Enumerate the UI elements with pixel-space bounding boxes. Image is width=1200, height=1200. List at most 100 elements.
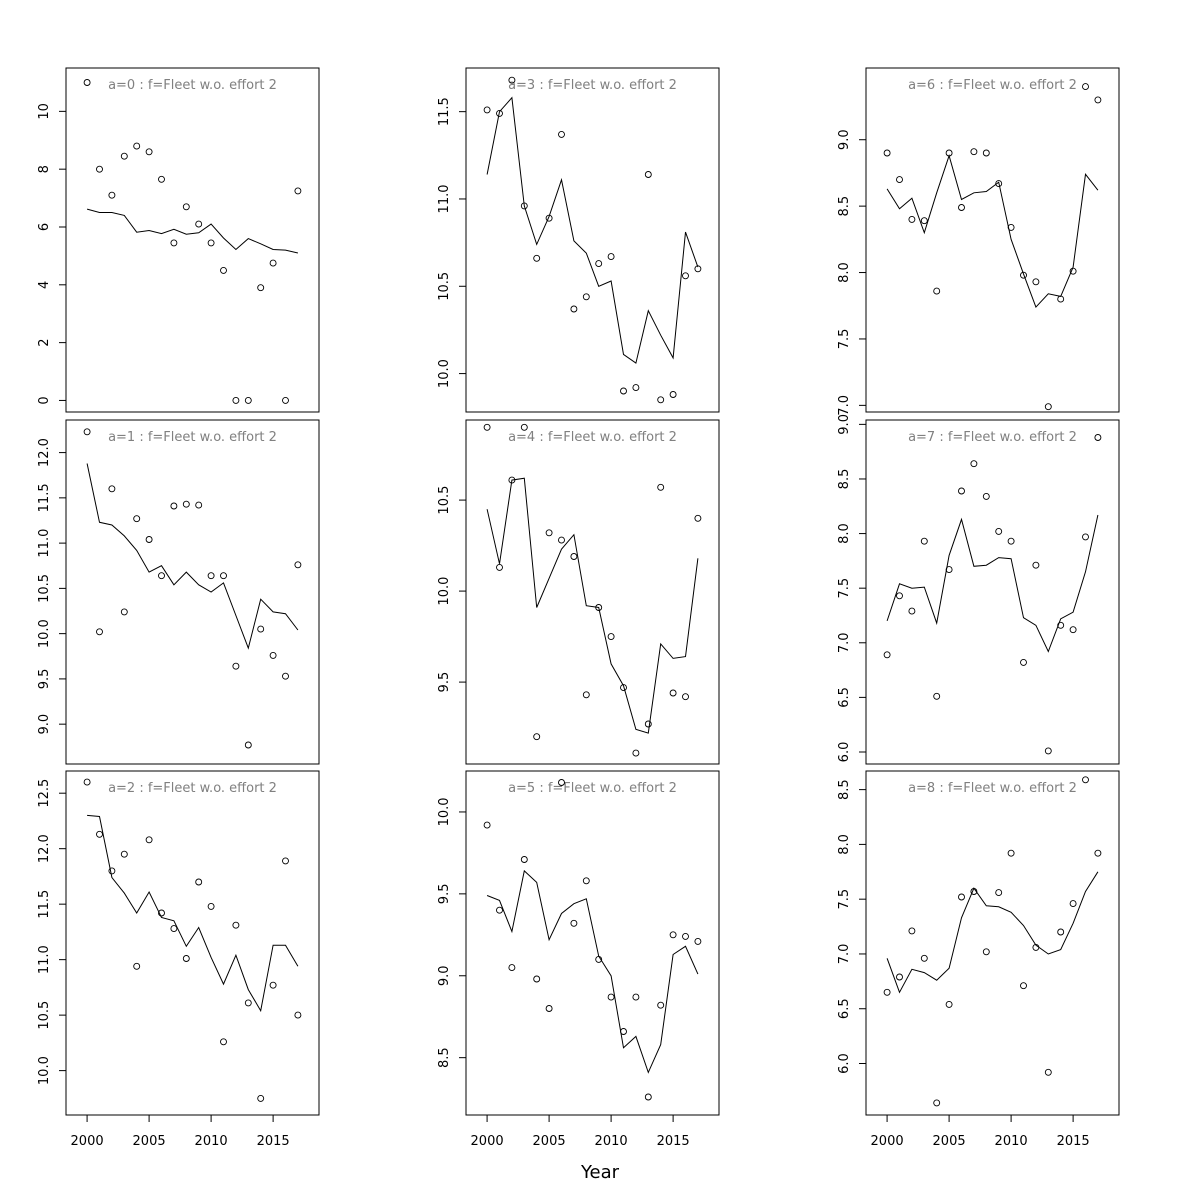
y-tick-label: 11.5 xyxy=(37,890,52,919)
data-point xyxy=(933,287,941,295)
panel-title: a=4 : f=Fleet w.o. effort 2 xyxy=(508,430,677,445)
data-point xyxy=(1057,295,1065,303)
data-point xyxy=(257,625,265,633)
data-point xyxy=(133,142,141,150)
data-point xyxy=(182,500,190,508)
data-point xyxy=(982,492,990,500)
data-point xyxy=(644,1093,652,1101)
panel-5: a=5 : f=Fleet w.o. effort 2 8.5 9.0 9.5 10.0… xyxy=(437,770,720,1149)
data-point xyxy=(483,821,491,829)
plot-frame xyxy=(65,770,320,1116)
fitted-line xyxy=(486,96,699,364)
data-point xyxy=(108,191,116,199)
fitted-line xyxy=(86,463,299,650)
data-point xyxy=(244,396,252,404)
panel-grid: a=0 : f=Fleet w.o. effort 2 0 2 4 6 8 10 a=1 : … xyxy=(37,67,1120,1149)
y-tick-label: 6.5 xyxy=(837,998,852,1019)
data-point xyxy=(83,79,91,86)
y-tick-label: 7.5 xyxy=(837,329,852,350)
data-point xyxy=(545,529,553,537)
y-tick-label: 9.0 xyxy=(837,129,852,150)
x-tick-label: 2010 xyxy=(995,1134,1028,1149)
data-point xyxy=(582,691,590,699)
data-point xyxy=(1007,537,1015,545)
data-point xyxy=(158,909,165,917)
y-tick-label: 8.0 xyxy=(837,523,852,544)
data-point xyxy=(220,266,227,274)
x-tick-label: 2015 xyxy=(1057,1134,1090,1149)
data-point xyxy=(1082,776,1089,784)
data-point xyxy=(1020,982,1027,990)
data-point xyxy=(508,76,516,84)
y-tick-label: 8.5 xyxy=(437,1047,452,1068)
x-tick-label: 2005 xyxy=(933,1134,966,1149)
y-tick-label: 8 xyxy=(37,165,52,173)
data-point xyxy=(669,931,677,939)
data-point xyxy=(232,921,240,929)
x-tick-label: 2005 xyxy=(133,1134,166,1149)
y-tick-label: 10.5 xyxy=(37,574,52,603)
data-point xyxy=(294,1011,302,1019)
y-tick-label: 10.0 xyxy=(437,577,452,606)
data-point xyxy=(1007,849,1015,857)
data-point xyxy=(269,259,277,267)
data-point xyxy=(170,502,178,510)
data-point xyxy=(96,830,103,838)
data-point xyxy=(232,396,240,404)
data-point xyxy=(282,672,289,680)
data-point xyxy=(620,387,627,395)
plot-frame xyxy=(65,67,320,413)
data-point xyxy=(920,537,928,545)
y-tick-label: 6.0 xyxy=(837,742,852,763)
data-point xyxy=(1044,403,1052,411)
y-tick-label: 10.0 xyxy=(37,619,52,648)
data-point xyxy=(182,203,190,211)
fitted-line xyxy=(87,814,299,1013)
y-tick-label: 10.5 xyxy=(37,1001,52,1030)
data-point xyxy=(133,515,141,523)
data-point xyxy=(607,253,615,261)
x-tick-label: 2005 xyxy=(533,1134,566,1149)
data-point xyxy=(607,633,615,641)
y-tick-label: 12.0 xyxy=(37,438,52,467)
data-point xyxy=(694,937,702,945)
x-axis-title: Year xyxy=(580,1162,620,1183)
y-tick-label: 11.0 xyxy=(37,945,52,974)
data-point xyxy=(96,165,103,173)
y-tick-label: 10.0 xyxy=(37,1056,52,1085)
y-tick-label: 8.5 xyxy=(837,469,852,490)
data-point xyxy=(294,187,302,195)
data-point xyxy=(908,215,916,223)
plot-frame xyxy=(865,770,1120,1116)
data-point xyxy=(582,877,590,885)
data-point xyxy=(220,572,227,580)
y-tick-label: 11.0 xyxy=(437,184,452,213)
panel-title: a=8 : f=Fleet w.o. effort 2 xyxy=(908,781,1077,796)
data-point xyxy=(483,423,491,431)
data-point xyxy=(96,628,103,636)
panel-6: a=6 : f=Fleet w.o. effort 2 7.0 7.5 8.0 8.5 9… xyxy=(837,67,1120,416)
y-tick-label: 9.5 xyxy=(437,672,452,693)
data-point xyxy=(257,1094,265,1102)
x-tick-label: 2000 xyxy=(471,1134,504,1149)
data-point xyxy=(982,149,990,157)
data-point xyxy=(269,651,277,659)
data-point xyxy=(682,932,689,940)
data-point xyxy=(195,501,203,509)
data-point xyxy=(920,217,928,225)
plot-frame xyxy=(65,419,320,765)
plot-frame xyxy=(465,419,720,765)
data-point xyxy=(694,514,702,522)
fitted-line xyxy=(486,477,699,734)
plot-frame xyxy=(865,419,1120,765)
data-point xyxy=(83,428,91,436)
data-point xyxy=(158,572,165,580)
data-point xyxy=(1020,271,1027,279)
data-point xyxy=(657,1001,665,1009)
data-point xyxy=(244,999,252,1007)
data-point xyxy=(220,1038,227,1046)
data-point xyxy=(970,460,978,468)
data-point xyxy=(158,175,165,183)
y-tick-label: 7.5 xyxy=(837,578,852,599)
